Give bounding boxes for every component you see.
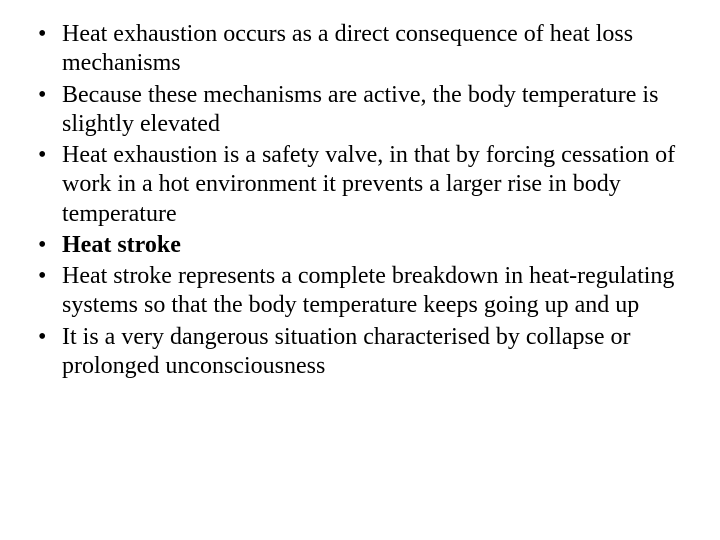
- list-item: It is a very dangerous situation charact…: [20, 323, 700, 382]
- bullet-text: Heat stroke: [62, 232, 181, 258]
- bullet-text: It is a very dangerous situation charact…: [62, 324, 630, 379]
- bullet-list: Heat exhaustion occurs as a direct conse…: [20, 20, 700, 381]
- bullet-text: Because these mechanisms are active, the…: [62, 82, 658, 137]
- list-item: Heat exhaustion is a safety valve, in th…: [20, 141, 700, 229]
- bullet-text: Heat stroke represents a complete breakd…: [62, 263, 674, 318]
- list-item: Heat stroke represents a complete breakd…: [20, 262, 700, 321]
- bullet-text: Heat exhaustion occurs as a direct conse…: [62, 21, 633, 76]
- list-item: Because these mechanisms are active, the…: [20, 81, 700, 140]
- bullet-text: Heat exhaustion is a safety valve, in th…: [62, 142, 675, 227]
- slide: Heat exhaustion occurs as a direct conse…: [0, 0, 720, 540]
- list-item: Heat stroke: [20, 231, 700, 260]
- list-item: Heat exhaustion occurs as a direct conse…: [20, 20, 700, 79]
